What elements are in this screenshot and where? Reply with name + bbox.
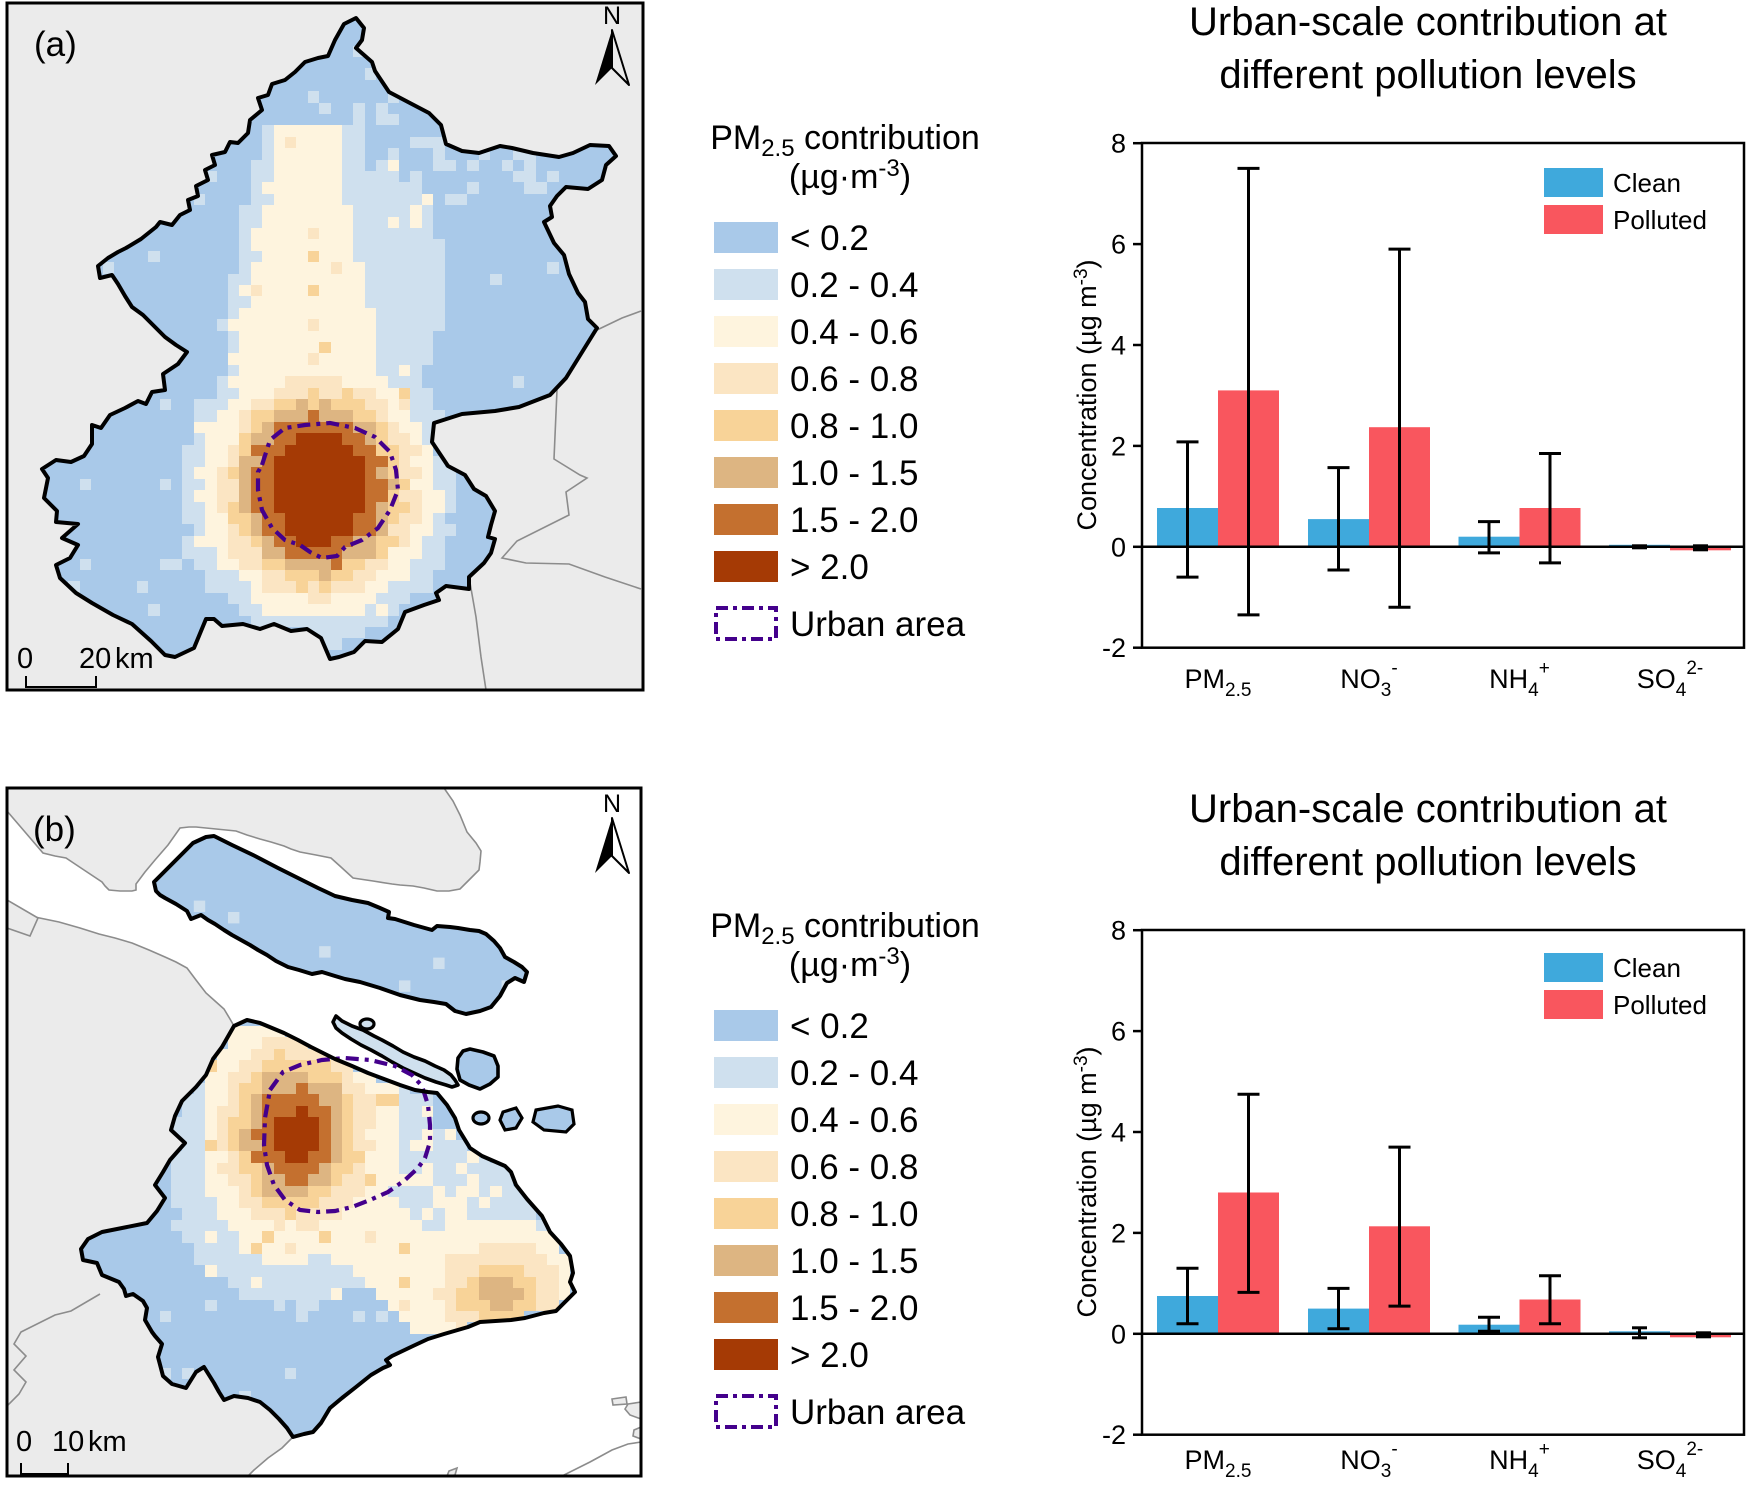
- svg-text:-2: -2: [1102, 1420, 1126, 1450]
- svg-text:Concentration (µg m-3): Concentration (µg m-3): [1071, 1046, 1102, 1317]
- svg-text:0.4 - 0.6: 0.4 - 0.6: [790, 1101, 918, 1140]
- svg-text:> 2.0: > 2.0: [790, 1336, 869, 1375]
- svg-text:2: 2: [1111, 1218, 1126, 1248]
- svg-text:4: 4: [1111, 331, 1126, 361]
- svg-text:> 2.0: > 2.0: [790, 548, 869, 587]
- svg-text:0: 0: [1111, 1319, 1126, 1349]
- svg-text:2: 2: [1111, 431, 1126, 461]
- svg-text:PM2.5 contribution: PM2.5 contribution: [710, 119, 980, 162]
- svg-text:Urban area: Urban area: [790, 1393, 966, 1432]
- svg-text:10: 10: [52, 1426, 84, 1458]
- svg-text:4: 4: [1111, 1118, 1126, 1148]
- svg-text:0: 0: [17, 643, 33, 675]
- svg-text:Polluted: Polluted: [1613, 205, 1707, 235]
- svg-text:Polluted: Polluted: [1613, 990, 1707, 1020]
- svg-text:1.0 - 1.5: 1.0 - 1.5: [790, 454, 918, 493]
- svg-text:1.0 - 1.5: 1.0 - 1.5: [790, 1242, 918, 1281]
- svg-text:Clean: Clean: [1613, 168, 1681, 198]
- svg-text:6: 6: [1111, 230, 1126, 260]
- svg-text:km: km: [88, 1426, 127, 1458]
- svg-text:8: 8: [1111, 129, 1126, 159]
- svg-text:N: N: [603, 790, 621, 818]
- svg-text:0.4 - 0.6: 0.4 - 0.6: [790, 313, 918, 352]
- svg-text:Concentration (µg m-3): Concentration (µg m-3): [1071, 259, 1102, 530]
- svg-text:Clean: Clean: [1613, 953, 1681, 983]
- svg-text:different pollution levels: different pollution levels: [1219, 53, 1636, 97]
- svg-text:1.5 - 2.0: 1.5 - 2.0: [790, 1289, 918, 1328]
- svg-text:0.8 - 1.0: 0.8 - 1.0: [790, 407, 918, 446]
- svg-text:km: km: [115, 643, 154, 675]
- svg-text:8: 8: [1111, 916, 1126, 946]
- svg-text:0.6 - 0.8: 0.6 - 0.8: [790, 360, 918, 399]
- svg-text:1.5 - 2.0: 1.5 - 2.0: [790, 501, 918, 540]
- svg-text:6: 6: [1111, 1017, 1126, 1047]
- svg-text:-2: -2: [1102, 633, 1126, 663]
- svg-text:< 0.2: < 0.2: [790, 219, 869, 258]
- svg-text:0.2 - 0.4: 0.2 - 0.4: [790, 266, 918, 305]
- svg-text:(b): (b): [33, 810, 76, 849]
- svg-text:0.2 - 0.4: 0.2 - 0.4: [790, 1054, 918, 1093]
- svg-text:20: 20: [79, 643, 111, 675]
- svg-text:< 0.2: < 0.2: [790, 1007, 869, 1046]
- svg-text:0.8 - 1.0: 0.8 - 1.0: [790, 1195, 918, 1234]
- svg-text:Urban-scale contribution at: Urban-scale contribution at: [1189, 787, 1667, 831]
- svg-text:PM2.5 contribution: PM2.5 contribution: [710, 907, 980, 950]
- svg-text:N: N: [603, 2, 621, 30]
- svg-text:Urban area: Urban area: [790, 605, 966, 644]
- svg-text:(a): (a): [34, 25, 77, 64]
- svg-text:0.6 - 0.8: 0.6 - 0.8: [790, 1148, 918, 1187]
- svg-text:0: 0: [16, 1426, 32, 1458]
- svg-text:different pollution levels: different pollution levels: [1219, 840, 1636, 884]
- svg-text:Urban-scale contribution at: Urban-scale contribution at: [1189, 0, 1667, 44]
- svg-text:0: 0: [1111, 532, 1126, 562]
